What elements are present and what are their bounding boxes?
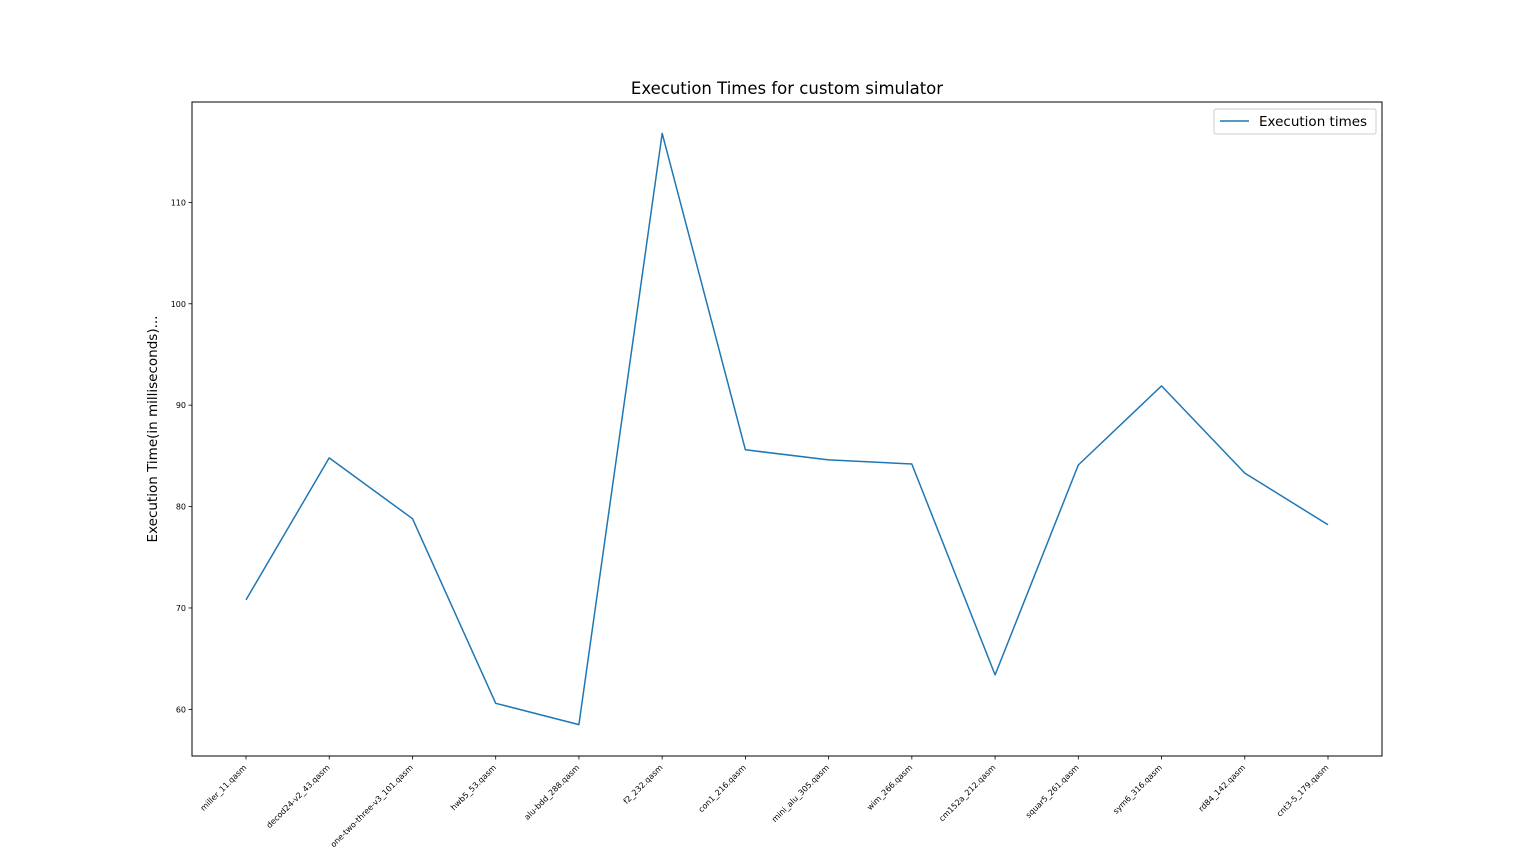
plot-frame: [191, 101, 1383, 757]
x-tick-label: alu-bdd_288.qasm: [523, 763, 582, 822]
series-group: [245, 132, 1329, 726]
legend: Execution times: [1213, 108, 1377, 135]
x-tick-label: sym6_316.qasm: [1111, 763, 1164, 816]
x-tick-label: mini_alu_305.qasm: [770, 763, 831, 824]
y-tick-label: 80: [176, 503, 186, 512]
y-tick-label: 90: [176, 401, 186, 410]
x-tick-label: squar5_261.qasm: [1024, 763, 1081, 820]
y-axis: 60 70 80 90 100 110: [171, 198, 192, 714]
x-tick-label: miller_11.qasm: [199, 763, 249, 813]
x-tick-label: wim_266.qasm: [865, 763, 914, 812]
legend-box: [1213, 108, 1377, 135]
series-line: [245, 132, 1329, 726]
x-tick-label: cm152a_212.qasm: [937, 763, 997, 823]
chart-title: Execution Times for custom simulator: [631, 79, 943, 98]
x-tick-label: f2_232.qasm: [622, 763, 665, 806]
y-tick-label: 70: [176, 604, 186, 613]
y-tick-label: 60: [176, 705, 186, 714]
x-tick-label: hwb5_53.qasm: [449, 763, 498, 812]
x-tick-label: rd84_142.qasm: [1197, 763, 1247, 813]
x-tick-label: decod24-v2_43.qasm: [265, 763, 332, 830]
x-tick-label: one-two-three-v3_101.qasm: [329, 763, 415, 849]
y-axis-label: Execution Time(in milliseconds)...: [145, 316, 161, 543]
y-tick-label: 100: [171, 300, 186, 309]
plot-area: [191, 101, 1383, 757]
y-tick-label: 110: [171, 198, 186, 207]
legend-label: Execution times: [1259, 114, 1367, 130]
x-tick-label: con1_216.qasm: [697, 763, 748, 814]
x-tick-label: cnt3-5_179.qasm: [1275, 763, 1331, 819]
x-axis: miller_11.qasm decod24-v2_43.qasmone-two-…: [199, 756, 1331, 849]
